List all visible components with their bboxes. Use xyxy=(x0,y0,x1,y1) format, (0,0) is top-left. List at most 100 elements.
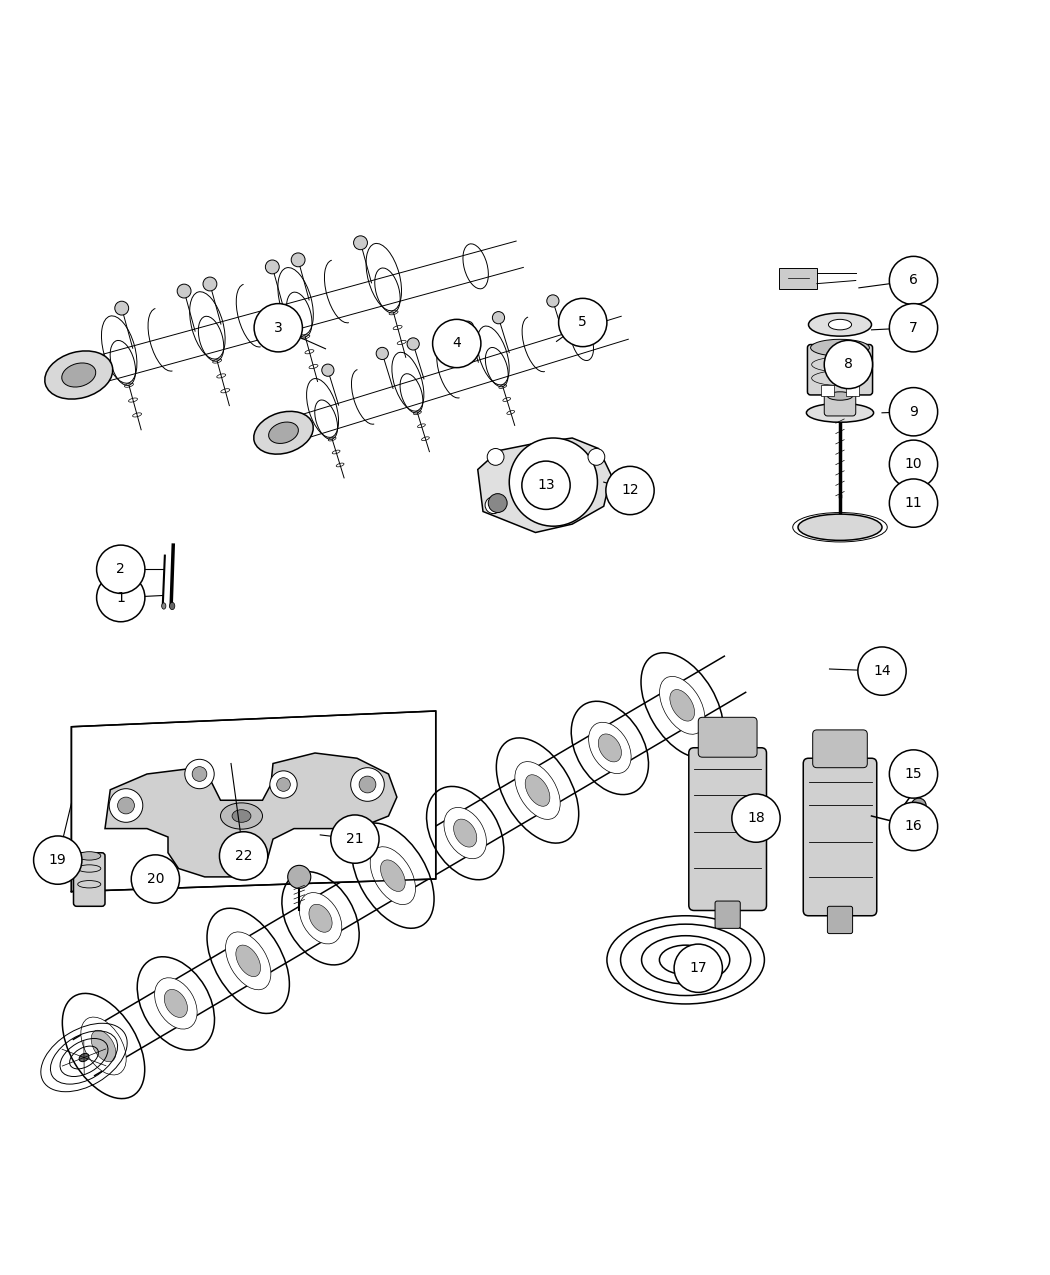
Ellipse shape xyxy=(79,1053,89,1062)
Ellipse shape xyxy=(91,1030,116,1062)
Bar xyxy=(846,385,859,397)
Text: 13: 13 xyxy=(538,478,554,492)
Text: 22: 22 xyxy=(235,849,252,863)
Ellipse shape xyxy=(828,319,852,330)
Ellipse shape xyxy=(254,412,313,454)
Circle shape xyxy=(276,778,290,792)
Ellipse shape xyxy=(309,904,332,932)
Circle shape xyxy=(889,802,938,850)
Circle shape xyxy=(114,301,129,315)
Ellipse shape xyxy=(232,810,251,822)
Ellipse shape xyxy=(808,314,871,337)
Text: 8: 8 xyxy=(844,357,853,371)
Circle shape xyxy=(889,256,938,305)
Bar xyxy=(779,268,817,289)
Ellipse shape xyxy=(514,761,561,820)
Circle shape xyxy=(889,440,938,488)
Text: 1: 1 xyxy=(117,590,125,604)
Ellipse shape xyxy=(827,391,853,400)
Circle shape xyxy=(34,836,82,885)
Ellipse shape xyxy=(154,978,197,1029)
FancyBboxPatch shape xyxy=(824,393,856,416)
Circle shape xyxy=(547,295,559,307)
Polygon shape xyxy=(71,711,436,891)
Text: 17: 17 xyxy=(690,961,707,975)
Ellipse shape xyxy=(525,775,550,806)
FancyBboxPatch shape xyxy=(827,907,853,933)
Text: 12: 12 xyxy=(622,483,638,497)
Circle shape xyxy=(488,493,507,513)
Ellipse shape xyxy=(299,892,342,944)
Text: 2: 2 xyxy=(117,562,125,576)
Ellipse shape xyxy=(81,1017,126,1075)
Text: 9: 9 xyxy=(909,404,918,418)
Text: 18: 18 xyxy=(748,811,764,825)
Circle shape xyxy=(321,365,334,376)
Circle shape xyxy=(606,467,654,515)
Text: 3: 3 xyxy=(274,321,282,335)
Circle shape xyxy=(889,303,938,352)
Ellipse shape xyxy=(162,603,166,609)
Text: 4: 4 xyxy=(453,337,461,351)
Circle shape xyxy=(97,546,145,593)
Circle shape xyxy=(351,768,384,801)
FancyBboxPatch shape xyxy=(698,718,757,757)
Ellipse shape xyxy=(659,677,705,734)
FancyBboxPatch shape xyxy=(807,344,873,395)
Ellipse shape xyxy=(269,422,298,444)
Circle shape xyxy=(291,252,306,266)
Text: 14: 14 xyxy=(874,664,890,678)
Text: 19: 19 xyxy=(49,853,66,867)
Polygon shape xyxy=(478,439,611,533)
Text: 21: 21 xyxy=(346,833,363,847)
Circle shape xyxy=(911,798,926,813)
Ellipse shape xyxy=(798,514,882,541)
Circle shape xyxy=(522,462,570,510)
Text: 16: 16 xyxy=(905,820,922,834)
Circle shape xyxy=(118,797,134,813)
Ellipse shape xyxy=(62,363,96,388)
Circle shape xyxy=(487,449,504,465)
Ellipse shape xyxy=(164,989,188,1017)
Circle shape xyxy=(433,319,481,367)
Circle shape xyxy=(824,340,873,389)
Circle shape xyxy=(354,236,368,250)
Circle shape xyxy=(192,766,207,782)
Ellipse shape xyxy=(226,932,271,989)
Circle shape xyxy=(331,815,379,863)
FancyBboxPatch shape xyxy=(715,901,740,928)
Circle shape xyxy=(131,854,180,903)
Circle shape xyxy=(889,750,938,798)
Text: 7: 7 xyxy=(909,321,918,335)
Circle shape xyxy=(889,388,938,436)
Circle shape xyxy=(492,311,505,324)
Text: 15: 15 xyxy=(905,768,922,782)
Circle shape xyxy=(588,449,605,465)
Ellipse shape xyxy=(589,722,631,774)
Circle shape xyxy=(203,277,217,291)
Text: 11: 11 xyxy=(905,496,922,510)
Ellipse shape xyxy=(78,852,101,861)
Circle shape xyxy=(177,284,191,298)
FancyBboxPatch shape xyxy=(689,747,766,910)
Circle shape xyxy=(407,338,419,351)
Ellipse shape xyxy=(220,803,262,829)
Circle shape xyxy=(109,789,143,822)
Circle shape xyxy=(376,347,388,360)
FancyBboxPatch shape xyxy=(813,729,867,768)
Ellipse shape xyxy=(170,602,174,609)
Circle shape xyxy=(359,776,376,793)
Circle shape xyxy=(889,479,938,528)
Ellipse shape xyxy=(45,351,112,399)
Text: 5: 5 xyxy=(579,315,587,329)
Circle shape xyxy=(185,760,214,789)
Ellipse shape xyxy=(380,859,405,891)
FancyBboxPatch shape xyxy=(803,759,877,915)
Text: 10: 10 xyxy=(905,458,922,472)
Circle shape xyxy=(462,321,474,333)
Circle shape xyxy=(97,574,145,622)
Circle shape xyxy=(732,794,780,843)
Ellipse shape xyxy=(806,403,874,422)
Circle shape xyxy=(674,944,722,992)
Ellipse shape xyxy=(598,734,622,762)
